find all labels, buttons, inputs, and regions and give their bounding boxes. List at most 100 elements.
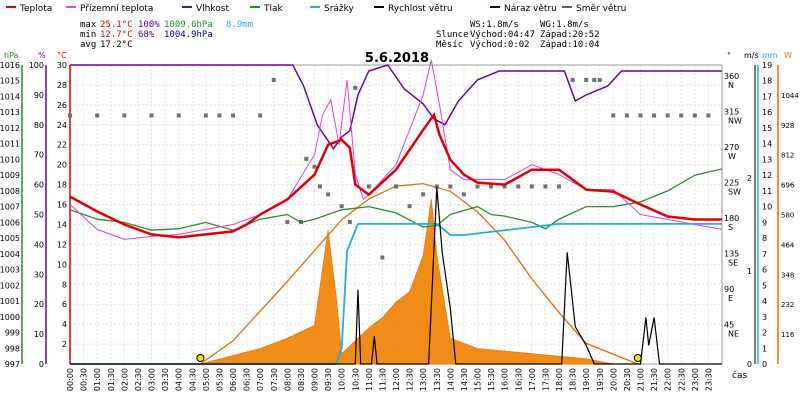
wind-direction-point [679,113,684,118]
x-tick-label: 00:30 [80,368,89,391]
axis-pct-tick: 30 [34,270,44,279]
axis-temp-tick: 30 [57,61,67,70]
wind-direction-point [122,113,127,118]
axis-hpa-tick: 1011 [0,140,20,149]
wind-direction-point [353,85,358,90]
x-tick-label: 21:30 [650,368,659,391]
axis-dir-tick: 180 [724,214,739,223]
axis-hpa-tick: 1008 [0,187,20,196]
axis-hpa-tick: 1004 [0,250,20,259]
x-tick-label: 18:30 [569,368,578,391]
wind-direction-point [592,77,597,82]
wind-direction-point [347,219,352,224]
x-tick-label: 12:00 [392,368,401,391]
axis-mm-tick: 8 [762,234,767,243]
axis-wm2-tick: 928 [781,122,794,130]
x-tick-label: 06:00 [229,368,238,391]
axis-mm-tick: 1 [762,344,767,353]
axis-dir-label: S [728,223,733,232]
axis-hpa-tick: 1014 [0,92,20,101]
wind-direction-point [217,113,222,118]
axis-temp-tick: 16 [57,201,67,210]
legend-label: Rychlost větru [388,4,453,14]
axis-mm-tick: 13 [762,155,772,164]
axis-mm-tick: 12 [762,171,772,180]
wind-direction-point [584,77,589,82]
stat-min-press: 1004.9hPa [164,30,213,40]
wind-direction-point [258,113,263,118]
axis-mm-tick: 9 [762,218,767,227]
axis-mm-tick: 14 [762,140,772,149]
wind-direction-point [421,192,426,197]
axis-pct-unit: % [38,51,46,60]
x-tick-label: 07:00 [256,368,265,391]
plot-area [68,59,723,365]
axis-temp-tick: 8 [62,280,67,289]
legend-label: Tlak [263,4,284,14]
series-wind-speed [70,187,722,365]
axis-temp-tick: 14 [57,220,67,229]
axis-mm-tick: 18 [762,77,772,86]
wind-direction-point [638,113,643,118]
stat-avg-temp: 17.2°C [100,40,133,50]
stat-max-temp: 25.1°C [100,20,133,30]
wind-direction-point [624,113,629,118]
x-tick-label: 01:00 [93,368,102,391]
moon-rise: Východ:0:02 [470,40,530,50]
wind-direction-point [692,113,697,118]
wind-direction-point [570,77,575,82]
series-solar [200,198,614,365]
sunset-marker [633,354,642,362]
axis-hpa-tick: 1005 [0,234,20,243]
x-tick-label: 20:30 [623,368,632,391]
axis-wm2-tick: 348 [781,271,794,279]
x-tick-label: 20:00 [609,368,618,391]
axis-mm-tick: 5 [762,281,767,290]
wind-direction-point [326,192,331,197]
wind-direction-point [611,113,616,118]
legend-label: Vlhkost [196,4,229,14]
axis-temp-tick: 4 [62,320,67,329]
wind-direction-point [516,184,521,189]
axis-dir-label: E [728,294,733,303]
x-tick-label: 19:00 [582,368,591,391]
axis-temp-tick: 10 [57,260,67,269]
axis-hpa-unit: hPa [4,51,19,60]
wind-direction-point [231,113,235,118]
axis-pct-tick: 10 [34,330,44,339]
axis-hpa-tick: 1015 [0,77,20,86]
sun-label: Slunce [436,30,469,40]
x-tick-label: 13:30 [433,368,442,391]
wind-direction-point [394,184,398,189]
axis-pct-tick: 90 [34,91,44,100]
x-tick-label: 02:30 [134,368,143,391]
x-tick-label: 21:00 [637,368,646,391]
legend-label: Směr větru [576,4,626,14]
wind-direction-point [665,113,670,118]
axis-temp-tick: 26 [57,101,67,110]
axis-ms-tick: 1 [747,267,752,276]
axis-mm-tick: 0 [762,360,767,369]
axis-pct-tick: 70 [34,151,44,160]
legend-label: Přízemní teplota [80,4,153,14]
x-tick-label: 03:30 [161,368,170,391]
wind-direction-point [448,184,453,189]
axis-dir-tick: 225 [724,178,739,187]
series-temperature [69,111,722,239]
wind-direction-point [366,184,371,189]
x-tick-label: 17:30 [541,368,550,391]
wind-direction-point [407,204,412,209]
axis-mm-tick: 2 [762,329,767,338]
stat-max-label: max [80,20,97,30]
wind-direction-point [317,184,322,189]
axis-temp-tick: 24 [57,121,67,130]
axis-mm-tick: 7 [762,250,767,259]
x-tick-label: 07:30 [270,368,279,391]
axis-hpa-tick: 1006 [0,218,20,227]
x-tick-label: 16:30 [514,368,523,391]
wind-direction-point [597,77,602,82]
axis-dir-tick: 90 [724,285,734,294]
wind-direction-point [95,113,100,118]
axis-pct-tick: 80 [34,121,44,130]
